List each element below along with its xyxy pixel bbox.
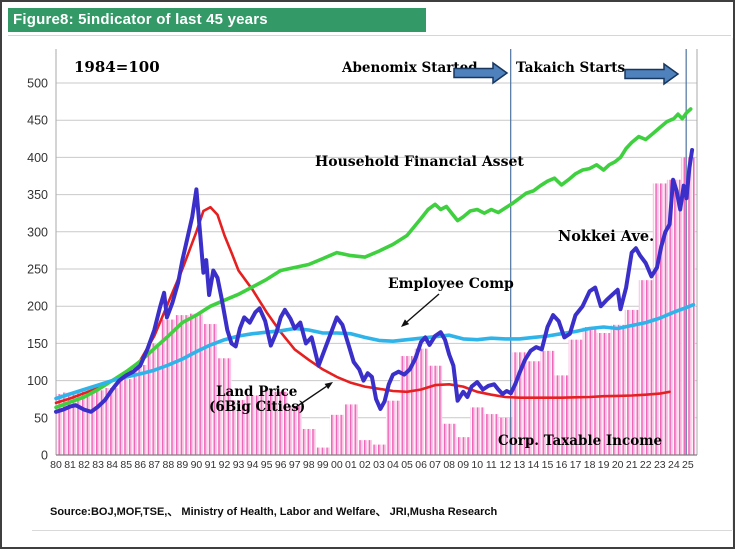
svg-text:85: 85: [120, 459, 132, 471]
svg-text:08: 08: [443, 459, 455, 471]
svg-text:81: 81: [64, 459, 76, 471]
header-divider: [8, 35, 731, 36]
svg-text:83: 83: [92, 459, 104, 471]
svg-text:500: 500: [27, 77, 48, 91]
svg-text:02: 02: [359, 459, 371, 471]
svg-text:86: 86: [134, 459, 146, 471]
svg-text:0: 0: [41, 449, 48, 463]
svg-text:16: 16: [556, 459, 568, 471]
svg-text:24: 24: [668, 459, 680, 471]
svg-text:09: 09: [457, 459, 469, 471]
svg-text:04: 04: [387, 459, 399, 471]
svg-text:00: 00: [331, 459, 343, 471]
svg-text:80: 80: [50, 459, 62, 471]
svg-text:300: 300: [27, 225, 48, 239]
svg-text:Takaich Starts: Takaich Starts: [516, 60, 626, 76]
event-lines: [510, 49, 687, 455]
svg-text:99: 99: [317, 459, 329, 471]
svg-text:89: 89: [177, 459, 189, 471]
svg-text:13: 13: [514, 459, 526, 471]
series-household: [54, 107, 693, 410]
svg-text:17: 17: [570, 459, 582, 471]
svg-text:100: 100: [27, 374, 48, 388]
svg-text:450: 450: [27, 114, 48, 128]
x-axis-labels: 80 81 82 83 84 85 86 87 88 89 90 91 92 93 94 95 96 97 98 99…: [50, 459, 694, 471]
svg-text:96: 96: [275, 459, 287, 471]
svg-text:Corp. Taxable Income: Corp. Taxable Income: [498, 433, 662, 449]
svg-text:07: 07: [429, 459, 441, 471]
svg-text:01: 01: [345, 459, 357, 471]
svg-text:91: 91: [205, 459, 217, 471]
y-axis-labels: 0 50 100 150 200 250 300 350 400 450 500: [27, 77, 48, 463]
svg-text:82: 82: [78, 459, 90, 471]
figure-title-bar: Figure8: 5indicator of last 45 years: [8, 8, 426, 32]
svg-text:250: 250: [27, 263, 48, 277]
bars-corp-taxable-income: [56, 157, 695, 455]
svg-text:400: 400: [27, 151, 48, 165]
series-nikkei: [54, 148, 695, 414]
svg-text:97: 97: [289, 459, 301, 471]
svg-text:1984=100: 1984=100: [74, 58, 160, 76]
svg-text:11: 11: [486, 459, 497, 471]
svg-text:93: 93: [233, 459, 245, 471]
svg-text:Household Financial Asset: Household Financial Asset: [315, 154, 524, 170]
svg-text:06: 06: [415, 459, 427, 471]
svg-text:90: 90: [191, 459, 203, 471]
source-note: Source:BOJ,MOF,TSE,、 Ministry of Health,…: [50, 506, 498, 518]
plot-border: [55, 49, 698, 456]
svg-text:150: 150: [27, 337, 48, 351]
svg-text:95: 95: [261, 459, 273, 471]
svg-text:50: 50: [34, 411, 48, 425]
svg-text:Land Price: Land Price: [216, 384, 297, 400]
svg-text:84: 84: [106, 459, 118, 471]
svg-text:10: 10: [471, 459, 483, 471]
svg-text:92: 92: [219, 459, 231, 471]
series-employee: [54, 302, 696, 401]
svg-text:03: 03: [373, 459, 385, 471]
svg-text:Nokkei Ave.: Nokkei Ave.: [558, 228, 654, 245]
svg-text:Employee Comp: Employee Comp: [388, 276, 514, 292]
svg-text:22: 22: [640, 459, 652, 471]
svg-text:05: 05: [401, 459, 413, 471]
bottom-divider: [32, 530, 732, 531]
block-arrows: [453, 61, 680, 86]
svg-text:19: 19: [598, 459, 610, 471]
svg-text:25: 25: [682, 459, 694, 471]
svg-text:18: 18: [584, 459, 596, 471]
svg-text:200: 200: [27, 300, 48, 314]
svg-text:98: 98: [303, 459, 315, 471]
svg-text:(6Big Cities): (6Big Cities): [209, 399, 305, 415]
svg-text:12: 12: [499, 459, 511, 471]
svg-text:20: 20: [612, 459, 624, 471]
svg-text:94: 94: [247, 459, 259, 471]
svg-text:87: 87: [148, 459, 160, 471]
svg-text:350: 350: [27, 188, 48, 202]
svg-text:15: 15: [542, 459, 554, 471]
svg-text:23: 23: [654, 459, 666, 471]
svg-text:88: 88: [162, 459, 174, 471]
figure-title: Figure8: 5indicator of last 45 years: [13, 11, 268, 28]
pointer-arrows: [295, 293, 440, 408]
svg-text:Abenomix Started: Abenomix Started: [341, 60, 478, 76]
annotations: 1984=100 Abenomix Started Takaich Starts Ho…: [74, 58, 662, 449]
svg-text:21: 21: [626, 459, 638, 471]
svg-text:14: 14: [528, 459, 540, 471]
